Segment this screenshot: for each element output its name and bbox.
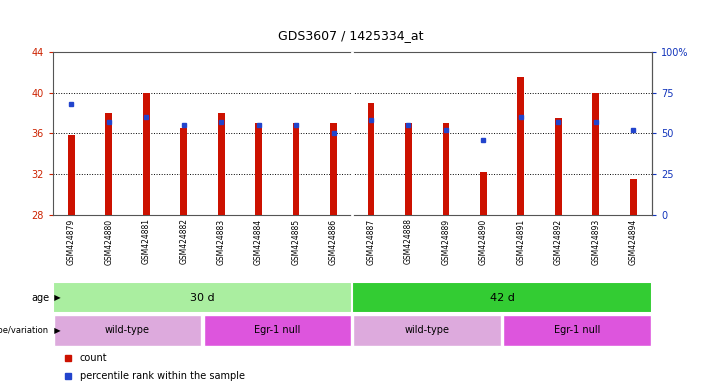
Text: GSM424883: GSM424883 — [217, 218, 226, 265]
Bar — [555, 118, 562, 215]
Bar — [353, 315, 501, 346]
Text: GSM424884: GSM424884 — [254, 218, 263, 265]
Text: GSM424885: GSM424885 — [292, 218, 301, 265]
Bar — [352, 282, 652, 313]
Bar — [54, 315, 201, 346]
Text: GSM424881: GSM424881 — [142, 218, 151, 265]
Text: age: age — [31, 293, 49, 303]
Bar — [53, 282, 352, 313]
Bar — [330, 123, 337, 215]
Text: wild-type: wild-type — [404, 325, 449, 335]
Bar — [503, 315, 651, 346]
Bar — [218, 113, 224, 215]
Bar — [255, 123, 262, 215]
Bar — [293, 123, 299, 215]
Bar — [143, 93, 149, 215]
Text: GSM424893: GSM424893 — [591, 218, 600, 265]
Text: Egr-1 null: Egr-1 null — [554, 325, 600, 335]
Text: Egr-1 null: Egr-1 null — [254, 325, 301, 335]
Text: 42 d: 42 d — [490, 293, 515, 303]
Text: GSM424888: GSM424888 — [404, 218, 413, 265]
Bar — [480, 172, 486, 215]
Bar — [592, 93, 599, 215]
Text: GSM424889: GSM424889 — [442, 218, 451, 265]
Text: GSM424879: GSM424879 — [67, 218, 76, 265]
Text: ▶: ▶ — [49, 293, 61, 302]
Text: ▶: ▶ — [49, 326, 61, 335]
Bar — [442, 123, 449, 215]
Bar — [367, 103, 374, 215]
Text: GSM424886: GSM424886 — [329, 218, 338, 265]
Text: GSM424880: GSM424880 — [104, 218, 114, 265]
Text: percentile rank within the sample: percentile rank within the sample — [79, 371, 245, 381]
Text: wild-type: wild-type — [105, 325, 150, 335]
Bar — [405, 123, 411, 215]
Bar — [517, 77, 524, 215]
Text: GDS3607 / 1425334_at: GDS3607 / 1425334_at — [278, 29, 423, 42]
Bar — [180, 128, 187, 215]
Bar — [629, 179, 637, 215]
Text: GSM424890: GSM424890 — [479, 218, 488, 265]
Text: GSM424894: GSM424894 — [629, 218, 638, 265]
Bar — [105, 113, 112, 215]
Text: GSM424891: GSM424891 — [517, 218, 525, 265]
Text: GSM424882: GSM424882 — [179, 218, 188, 265]
Text: 30 d: 30 d — [190, 293, 215, 303]
Text: genotype/variation: genotype/variation — [0, 326, 49, 335]
Text: GSM424892: GSM424892 — [554, 218, 563, 265]
Text: count: count — [79, 353, 107, 363]
Bar — [68, 136, 75, 215]
Text: GSM424887: GSM424887 — [367, 218, 376, 265]
Bar — [203, 315, 351, 346]
